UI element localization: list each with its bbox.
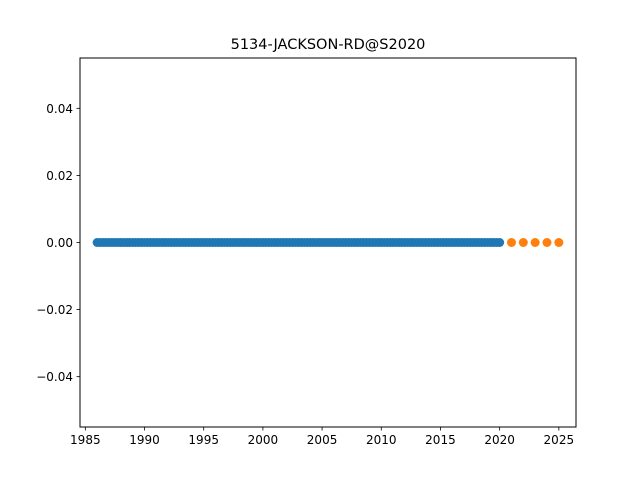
y-axis-ticks: −0.04 −0.02 0.00 0.02 0.04 xyxy=(36,102,80,384)
y-tick-label: 0.02 xyxy=(46,169,73,183)
x-tick-label: 1990 xyxy=(129,433,160,447)
y-tick-label: −0.04 xyxy=(36,370,73,384)
data-point-series-1 xyxy=(495,238,505,247)
data-point-series-2 xyxy=(506,238,516,247)
x-tick-label: 2005 xyxy=(307,433,338,447)
data-point-series-2 xyxy=(542,238,552,247)
x-tick-label: 1985 xyxy=(70,433,101,447)
chart-title: 5134-JACKSON-RD@S2020 xyxy=(231,37,426,53)
y-tick-label: 0.00 xyxy=(46,236,73,250)
x-tick-label: 2015 xyxy=(425,433,456,447)
plot-frame xyxy=(79,57,577,428)
data-point-series-2 xyxy=(554,238,564,247)
x-tick-label: 2020 xyxy=(484,433,515,447)
data-points xyxy=(92,238,564,247)
data-point-series-2 xyxy=(530,238,540,247)
y-tick-label: 0.04 xyxy=(46,102,73,116)
x-tick-label: 2010 xyxy=(366,433,397,447)
x-tick-label: 2000 xyxy=(248,433,279,447)
x-tick-label: 2025 xyxy=(544,433,575,447)
data-point-series-2 xyxy=(518,238,528,247)
y-tick-label: −0.02 xyxy=(36,303,73,317)
x-tick-label: 1995 xyxy=(188,433,219,447)
x-axis-ticks: 1985 1990 1995 2000 2005 2010 2015 2020 2025 xyxy=(70,427,574,447)
